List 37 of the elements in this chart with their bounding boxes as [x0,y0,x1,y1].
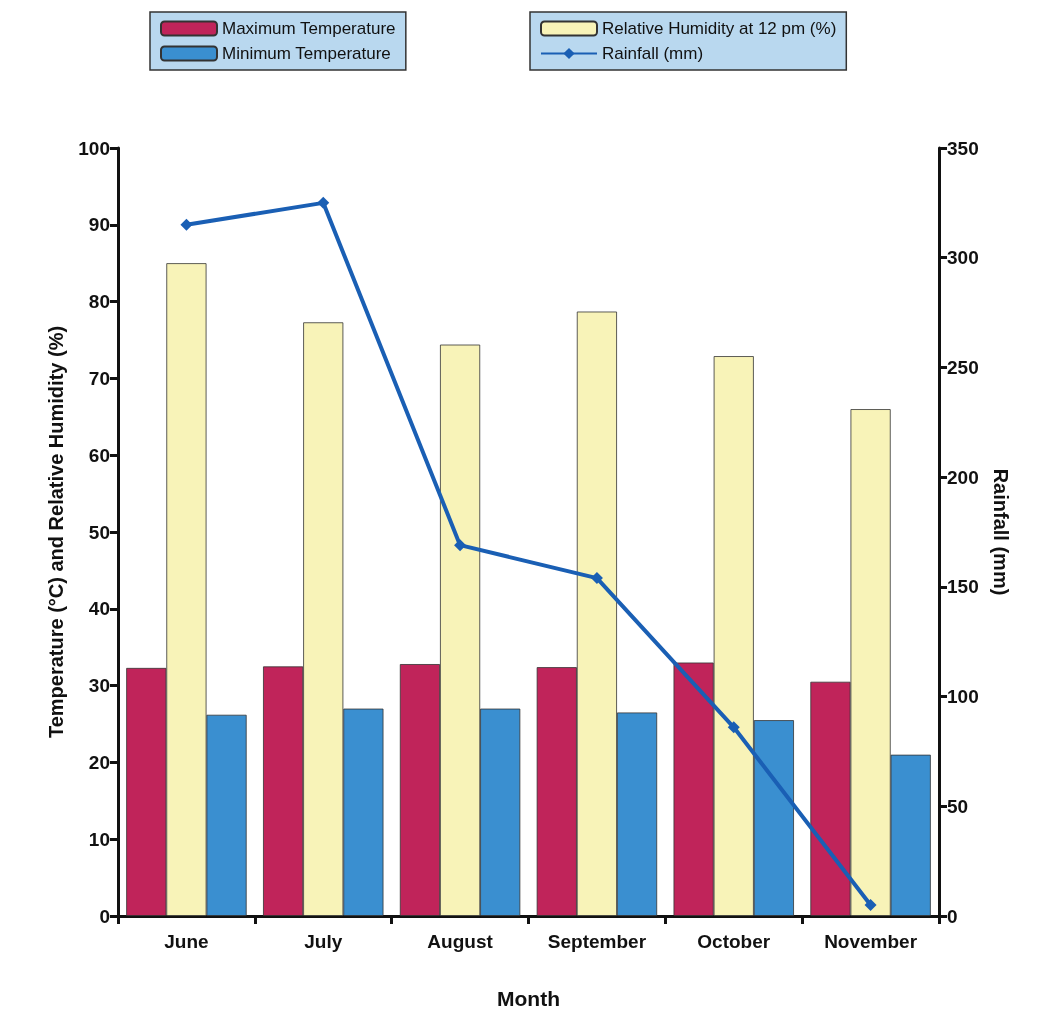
point [590,572,603,585]
y-tick-label: 60 [88,444,110,466]
x-tick-label: August [427,931,494,952]
y2-tick-label: 100 [947,686,979,708]
legend-label: Relative Humidity at 12 pm (%) [602,19,837,38]
point [864,899,877,912]
legend-label: Minimum Temperature [222,44,391,63]
x-tick-label: November [824,931,918,952]
point [454,539,467,552]
y2-axis-title: Rainfall (mm) [990,468,1012,596]
point [317,196,330,209]
y2-tick-label: 50 [947,795,969,817]
y2-tick-label: 0 [947,905,958,927]
x-tick-label: October [697,931,771,952]
legend-label: Rainfall (mm) [602,44,704,63]
x-tick-label: July [304,931,343,952]
x-tick-label: September [547,931,647,952]
y-axis-title: Temperature (°C) and Relative Humidity (%) [45,325,67,739]
y2-tick-label: 250 [947,356,979,378]
y-tick-label: 90 [88,214,110,236]
y-tick-label: 70 [88,367,110,389]
y-tick-label: 0 [99,905,110,927]
y2-tick-label: 150 [947,576,979,598]
y-tick-label: 10 [88,828,110,850]
point [727,721,740,734]
x-tick-label: June [164,931,209,952]
y-tick-label: 80 [88,291,110,313]
y-tick-label: 50 [88,521,110,543]
x-axis-title: Month [497,987,560,1010]
y-tick-label: 30 [88,675,110,697]
y-tick-label: 40 [88,598,110,620]
legend-label: Maximum Temperature [222,19,396,38]
y2-tick-label: 350 [947,137,979,159]
y2-tick-label: 200 [947,466,979,488]
y-tick-label: 20 [88,751,110,773]
y-tick-label: 100 [78,137,110,159]
y2-tick-label: 300 [947,247,979,269]
